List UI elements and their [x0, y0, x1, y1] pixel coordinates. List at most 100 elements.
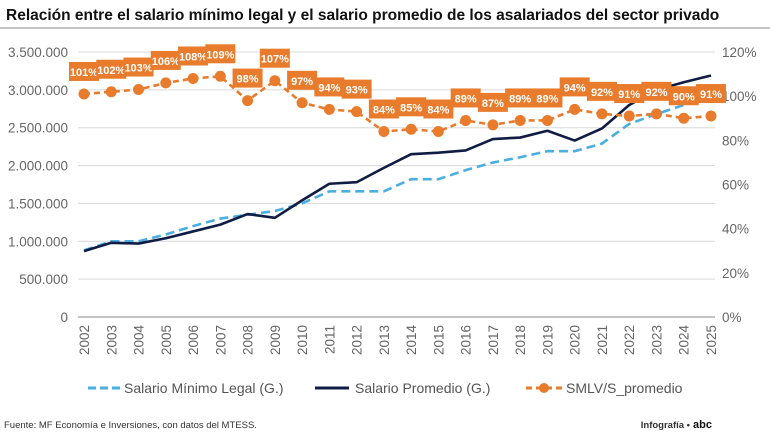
data-label-box: [259, 48, 290, 68]
x-tick-label: 2010: [295, 325, 310, 355]
data-label-box: [123, 57, 154, 77]
x-tick-label: 2007: [213, 325, 228, 355]
data-label-box: [614, 84, 645, 104]
y-tick-label-right: 120%: [722, 45, 757, 60]
data-label: 89%: [505, 88, 536, 108]
legend-label-salario-minimo: Salario Mínimo Legal (G.): [124, 380, 284, 396]
legend-item-ratio: SMLV/S_promedio: [526, 380, 683, 396]
series-marker: [460, 114, 472, 126]
data-label: 94%: [314, 77, 345, 97]
grid-layer: [78, 51, 715, 318]
data-label-text: 90%: [673, 91, 695, 103]
data-label-box: [532, 88, 563, 108]
data-label-box: [559, 77, 590, 97]
series-marker: [405, 123, 417, 135]
series-marker: [569, 103, 581, 115]
x-tick-label: 2006: [186, 325, 201, 355]
series-marker: [269, 75, 281, 87]
x-tick-label: 2016: [459, 325, 474, 355]
data-label-box: [287, 70, 318, 90]
data-label-text: 93%: [346, 85, 368, 97]
data-label: 103%: [123, 57, 154, 77]
x-tick-label: 2014: [404, 325, 419, 356]
data-label-text: 103%: [124, 63, 152, 75]
y-tick-label-right: 60%: [722, 178, 749, 193]
data-label-box: [396, 97, 427, 117]
x-tick-label: 2025: [704, 325, 719, 355]
x-tick-label: 2005: [159, 325, 174, 355]
series-marker: [242, 95, 254, 107]
y-tick-label-right: 80%: [722, 133, 749, 148]
series-marker: [187, 73, 199, 84]
data-label-box: [423, 99, 454, 119]
y-tick-label-left: 3.000.000: [8, 83, 68, 98]
data-label-box: [150, 50, 181, 70]
data-label-text: 108%: [179, 52, 207, 64]
series-marker: [351, 106, 363, 118]
y-tick-label-right: 0%: [722, 310, 742, 325]
x-tick-label: 2018: [513, 325, 528, 355]
x-tick-label: 2017: [486, 325, 501, 355]
data-label-text: 91%: [618, 89, 640, 101]
y-tick-label-left: 0: [60, 310, 68, 325]
y-tick-label-left: 1.500.000: [8, 196, 68, 211]
data-label-text: 94%: [564, 82, 586, 94]
data-label-box: [69, 61, 99, 81]
data-labels-layer: 101% 102% 103%106% 108% 109% 98%107%97% 94% 93%…: [69, 44, 726, 119]
right-axis: 0% 20% 40% 60% 80% 100% 120%: [722, 45, 757, 325]
x-tick-label: 2021: [595, 325, 610, 355]
data-label-text: 91%: [700, 89, 722, 101]
source-note: Fuente: MF Economía e Inversiones, con d…: [4, 420, 257, 431]
x-tick-label: 2009: [268, 325, 283, 355]
series-line-0: [83, 96, 712, 252]
series-marker: [105, 86, 117, 98]
data-label: 106%: [150, 50, 181, 70]
data-label: 93%: [341, 79, 372, 99]
legend-item-salario-promedio: Salario Promedio (G.): [315, 380, 490, 396]
data-label: 85%: [396, 97, 427, 117]
series-marker: [160, 77, 172, 89]
x-tick-label: 2004: [132, 325, 147, 356]
data-label-text: 92%: [591, 87, 613, 99]
x-tick-label: 2008: [241, 325, 256, 355]
y-tick-label-left: 500.000: [19, 272, 68, 287]
data-label-text: 84%: [427, 105, 449, 117]
series-marker: [432, 126, 444, 137]
data-label-text: 92%: [645, 87, 667, 99]
credit: Infografía • abc: [641, 419, 712, 431]
y-tick-label-right: 100%: [722, 89, 757, 104]
data-label-box: [641, 81, 672, 101]
data-label-text: 107%: [261, 54, 289, 66]
series-marker: [705, 110, 717, 122]
data-label-text: 98%: [237, 74, 259, 86]
data-label: 92%: [586, 81, 617, 101]
x-tick-label: 2002: [77, 325, 92, 355]
x-tick-label: 2024: [677, 325, 692, 356]
x-tick-label: 2023: [649, 325, 664, 355]
data-label-box: [368, 99, 399, 119]
chart-title: Relación entre el salario mínimo legal y…: [6, 7, 719, 24]
x-tick-label: 2012: [350, 325, 365, 355]
data-label: 89%: [450, 88, 481, 108]
y-tick-label-left: 1.000.000: [8, 234, 68, 249]
y-tick-label-left: 2.500.000: [8, 121, 68, 136]
legend-label-ratio: SMLV/S_promedio: [566, 380, 683, 396]
series-marker: [650, 108, 662, 120]
y-tick-label-right: 20%: [722, 266, 749, 281]
y-tick-label-left: 2.000.000: [8, 159, 68, 174]
data-label-box: [586, 81, 617, 101]
brand-logo: abc: [693, 419, 712, 431]
data-label-text: 84%: [373, 105, 395, 117]
data-label-text: 106%: [152, 56, 180, 68]
data-label-text: 85%: [400, 102, 422, 114]
x-tick-label: 2022: [622, 325, 637, 355]
data-label: 84%: [368, 99, 399, 119]
data-label-box: [96, 59, 127, 79]
series-marker: [514, 114, 526, 126]
series-layer: [78, 70, 717, 253]
data-label-text: 87%: [482, 98, 504, 110]
x-tick-label: 2020: [568, 325, 583, 355]
series-marker: [541, 114, 553, 126]
data-label-text: 109%: [206, 49, 234, 61]
